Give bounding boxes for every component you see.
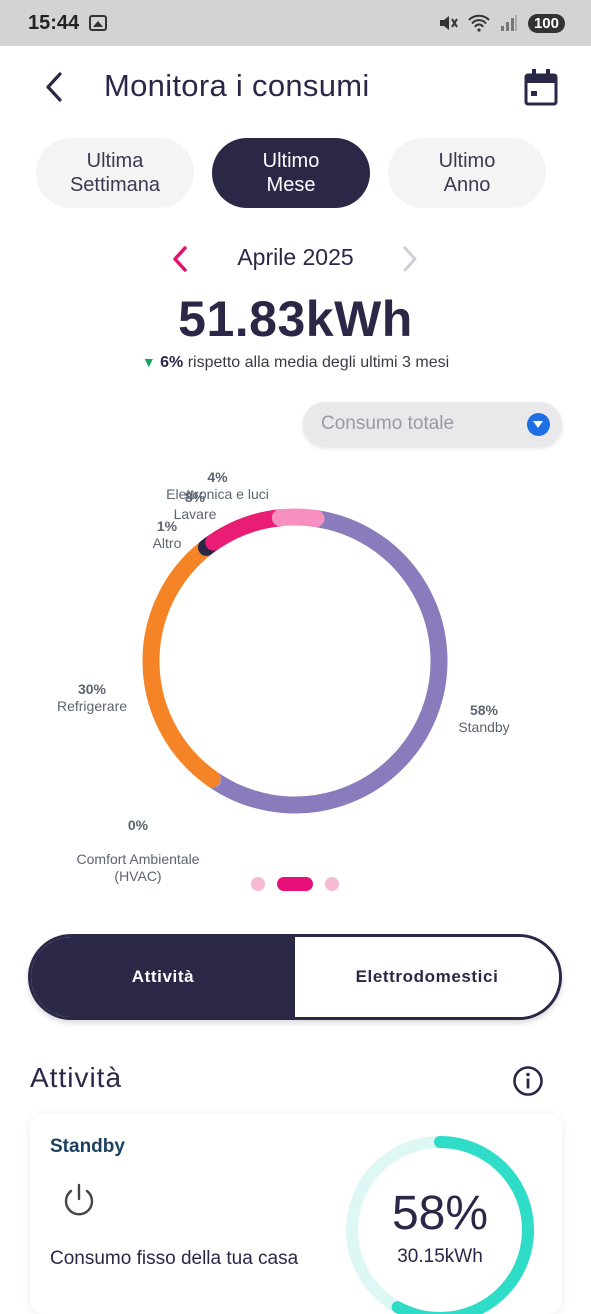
gallery-icon [89,15,108,31]
chevron-left-icon[interactable] [170,246,190,272]
chart-label-pct: 8% [184,489,206,505]
toggle-attivita[interactable]: Attività [31,937,295,1017]
trend-down-icon: ▼ [141,354,156,370]
chart-label-hvac: 0% Comfort Ambientale (HVAC) [58,800,218,885]
card-description: Consumo fisso della tua casa [50,1248,299,1269]
tab-ultimo-mese[interactable]: Ultimo Mese [212,138,370,208]
chart-label-altro: 1% Altro [140,518,194,552]
month-navigator: Aprile 2025 [0,238,591,278]
chevron-right-icon[interactable] [400,246,420,272]
battery-badge: 100 [527,13,565,33]
chart-label-pct: 4% [207,469,228,485]
tab-ultimo-anno[interactable]: Ultimo Anno [388,138,546,208]
chart-label-pct: 58% [469,702,499,718]
calendar-icon[interactable] [524,68,558,106]
section-title: Attività [30,1062,123,1093]
consumption-type-select[interactable]: Consumo totale [303,402,562,446]
card-percent: 58% [391,1187,489,1240]
pager-dot[interactable] [325,877,339,891]
card-kwh: 30.15kWh [397,1246,483,1267]
chart-label-refrigerare: 30% Refrigerare [42,681,142,715]
chart-label-name: Lavare [173,506,217,522]
period-label: Aprile 2025 [237,244,354,270]
chart-label-name: Refrigerare [56,698,128,714]
chart-label-standby: 58% Standby [434,702,534,736]
consumption-donut-chart: 58% Standby 0% Comfort Ambientale (HVAC)… [0,455,591,884]
total-consumption: 51.83kWh [178,291,413,347]
status-bar: 15:44 100 [0,0,591,46]
card-progress-ring [346,1136,534,1314]
chart-label-pct: 1% [156,518,178,534]
status-icons: 100 [438,13,565,33]
mute-icon [439,16,458,30]
signal-icon [500,15,517,31]
dropdown-arrow-icon [527,413,550,436]
pager-dot[interactable] [251,877,265,891]
wifi-icon [468,14,490,32]
slice-elettronica[interactable] [271,508,325,528]
chart-label-lavare: 8% Lavare [160,489,230,523]
change-description: rispetto alla media degli ultimi 3 mesi [187,354,450,371]
activity-card-standby[interactable]: Standby Consumo fisso della tua casa 58%… [30,1114,562,1314]
header: Monitora i consumi [0,46,591,128]
back-icon[interactable] [40,70,70,104]
view-toggle: Attività Elettrodomestici [28,934,562,1020]
comparison-text: ▼ 6% rispetto alla media degli ultimi 3 … [0,354,591,372]
change-percent: 6% [160,354,184,371]
chart-label-elettronica: 4% Elettronica e luci [150,469,285,503]
chart-label-name: Altro [152,535,182,551]
range-tabs: Ultima Settimana Ultimo Mese Ultimo Anno [36,138,546,208]
chart-label-name: Comfort Ambientale (HVAC) [76,851,200,884]
chart-label-name: Elettronica e luci [166,486,269,502]
slice-refrigerare[interactable] [142,538,221,788]
toggle-elettrodomestici[interactable]: Elettrodomestici [295,937,559,1017]
ring-progress [391,1136,534,1314]
status-time: 15:44 [28,11,80,34]
donut-svg [142,508,448,814]
chart-label-pct: 0% [127,817,149,833]
chart-pager [0,876,591,892]
power-icon [64,1183,94,1216]
chart-label-pct: 30% [77,681,107,697]
page-title: Monitora i consumi [104,68,370,103]
chart-label-name: Standby [458,719,510,735]
slice-standby[interactable] [204,509,448,814]
pager-dot-active[interactable] [277,877,313,891]
info-icon[interactable] [512,1065,544,1097]
card-title: Standby [50,1136,125,1157]
tab-ultima-settimana[interactable]: Ultima Settimana [36,138,194,208]
dropdown-selected: Consumo totale [321,413,455,434]
